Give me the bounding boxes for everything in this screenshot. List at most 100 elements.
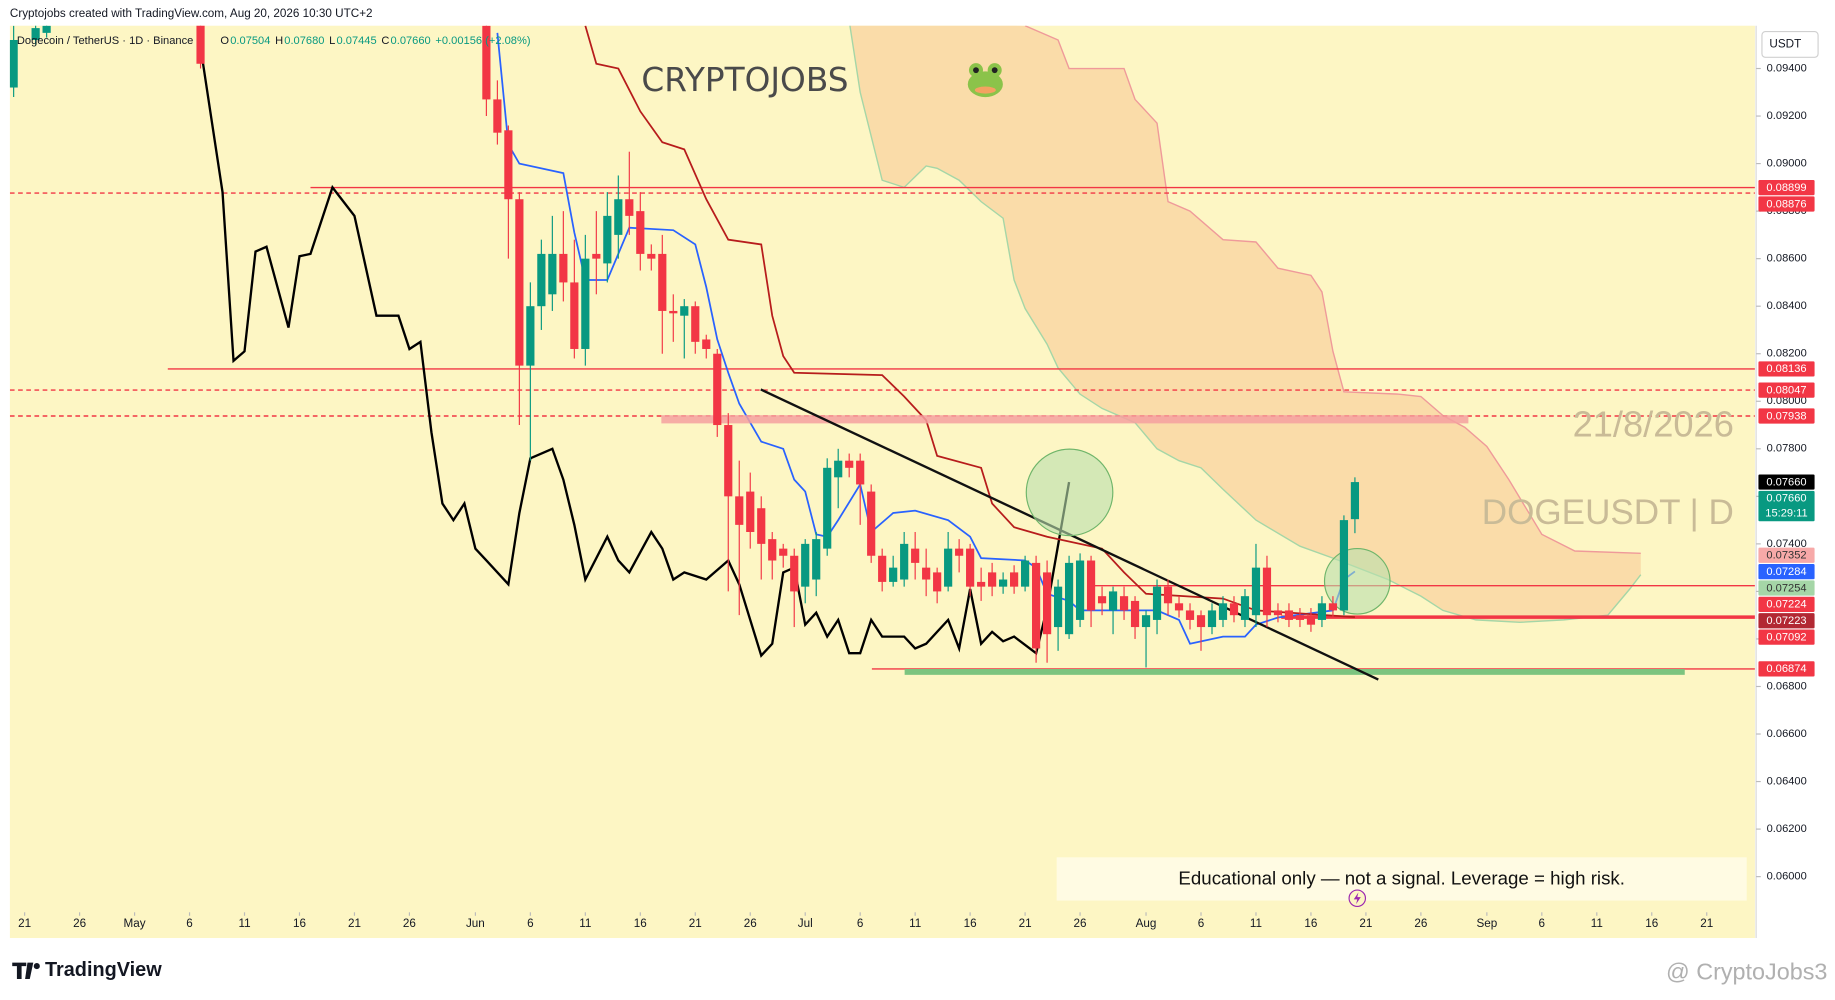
x-tick-label: 26 bbox=[73, 917, 86, 930]
y-tick-label: 0.06800 bbox=[1767, 680, 1807, 692]
candle-body bbox=[1021, 560, 1030, 587]
price-layer bbox=[9, 25, 1360, 668]
candle-body bbox=[1075, 560, 1085, 620]
candle-body bbox=[1053, 586, 1063, 628]
candle-body bbox=[1306, 615, 1316, 625]
price-label-box bbox=[1758, 408, 1815, 424]
brand: TradingView bbox=[45, 959, 162, 981]
price-label-box bbox=[1758, 474, 1815, 490]
cloud-fill bbox=[849, 25, 1641, 623]
currency-box[interactable] bbox=[1761, 30, 1819, 58]
candle-body bbox=[779, 548, 788, 556]
candle-body bbox=[922, 567, 931, 580]
readout-value: 0.07660 bbox=[391, 35, 431, 47]
price-label-box bbox=[1758, 179, 1815, 196]
y-tick-label: 0.08000 bbox=[1767, 395, 1807, 407]
price-label: 0.07092 bbox=[1766, 631, 1806, 643]
candle-body bbox=[1273, 610, 1283, 616]
x-tick-label: 6 bbox=[527, 917, 534, 930]
frog-mouth bbox=[974, 86, 996, 94]
candle-body bbox=[691, 306, 700, 342]
highlight-circle bbox=[1025, 448, 1114, 537]
candle-body bbox=[1097, 596, 1107, 604]
candle-body bbox=[1207, 610, 1217, 628]
candle-body bbox=[9, 39, 18, 88]
candle-body bbox=[636, 211, 645, 254]
frog-icon bbox=[967, 63, 1003, 98]
readout-key: L bbox=[329, 35, 335, 47]
candle-body bbox=[1108, 591, 1118, 611]
candle-body bbox=[493, 99, 502, 133]
x-tick-label: 6 bbox=[857, 917, 864, 930]
x-tick-label: Sep bbox=[1476, 917, 1497, 930]
x-tick-label: Aug bbox=[1136, 917, 1157, 930]
x-tick-label: 21 bbox=[1019, 917, 1032, 930]
x-tick-label: May bbox=[124, 917, 146, 930]
price-label: 0.07660 bbox=[1766, 476, 1806, 488]
candle-body bbox=[801, 543, 810, 587]
x-tick-label: 26 bbox=[1074, 917, 1087, 930]
candle-body bbox=[713, 353, 722, 426]
y-tick-label: 0.06200 bbox=[1767, 823, 1807, 835]
price-label: 0.08899 bbox=[1766, 182, 1806, 194]
price-label-box bbox=[1758, 580, 1815, 596]
x-tick-label: 21 bbox=[348, 917, 361, 930]
candle-body bbox=[31, 28, 40, 40]
candle-body bbox=[548, 253, 557, 295]
candle-body bbox=[196, 25, 205, 64]
candle-body bbox=[581, 258, 590, 349]
annotations bbox=[661, 388, 1685, 681]
readout-value: 0.07680 bbox=[284, 35, 324, 47]
x-tick-label: 21 bbox=[18, 917, 31, 930]
x-tick-label: 11 bbox=[1591, 917, 1603, 930]
note-box bbox=[1056, 857, 1747, 901]
candle-body bbox=[1229, 603, 1239, 616]
candle-body bbox=[702, 339, 711, 349]
y-tick-label: 0.06400 bbox=[1767, 775, 1807, 787]
candle-body bbox=[1295, 615, 1305, 620]
candle-body bbox=[834, 460, 843, 478]
candle-body bbox=[1262, 567, 1272, 616]
candle-body bbox=[559, 253, 568, 283]
x-tick-label: Jun bbox=[466, 917, 485, 930]
price-labels: 0.08899 0.08876 0.08136 0.08047 0.07938 0.076… bbox=[1758, 179, 1815, 677]
candle-body bbox=[1042, 572, 1052, 635]
candle-body bbox=[933, 572, 942, 592]
candle-body bbox=[999, 579, 1008, 587]
candle-body bbox=[812, 539, 821, 580]
candle-body bbox=[1240, 596, 1250, 620]
watermark-symbol: DOGEUSDT | D bbox=[1482, 493, 1734, 532]
x-tick-label: 11 bbox=[579, 917, 591, 930]
candle-body bbox=[955, 548, 964, 556]
price-label-box bbox=[1758, 564, 1815, 580]
x-tick-label: 16 bbox=[964, 917, 977, 930]
title: CRYPTOJOBS bbox=[641, 61, 848, 99]
x-tick-label: 11 bbox=[238, 917, 250, 930]
y-tick-label: 0.09200 bbox=[1767, 110, 1807, 122]
candle-body bbox=[944, 548, 953, 587]
price-label: 0.08876 bbox=[1766, 198, 1806, 210]
candle-body bbox=[856, 460, 865, 485]
price-label: 0.07284 bbox=[1766, 566, 1806, 578]
price-label-box bbox=[1758, 596, 1815, 613]
candle-body bbox=[1284, 610, 1294, 620]
candle-body bbox=[680, 306, 689, 316]
candle-body bbox=[1119, 596, 1129, 611]
price-label-box bbox=[1758, 547, 1815, 563]
candle-body bbox=[966, 548, 975, 587]
attribution: Cryptojobs created with TradingView.com,… bbox=[10, 7, 373, 20]
credit: @ CryptoJobs3 bbox=[1666, 958, 1827, 984]
cloud-line bbox=[1024, 25, 1641, 555]
price-label: 0.07938 bbox=[1766, 410, 1806, 422]
candle-body bbox=[504, 130, 513, 200]
candle-body bbox=[482, 25, 491, 100]
x-tick-label: 6 bbox=[1198, 917, 1205, 930]
candle-body bbox=[900, 543, 909, 580]
candle-body bbox=[1196, 615, 1206, 628]
price-label-box bbox=[1758, 382, 1815, 398]
candle-body bbox=[1032, 562, 1041, 649]
candle-body bbox=[669, 310, 678, 314]
note: Educational only — not a signal. Leverag… bbox=[1178, 867, 1625, 888]
